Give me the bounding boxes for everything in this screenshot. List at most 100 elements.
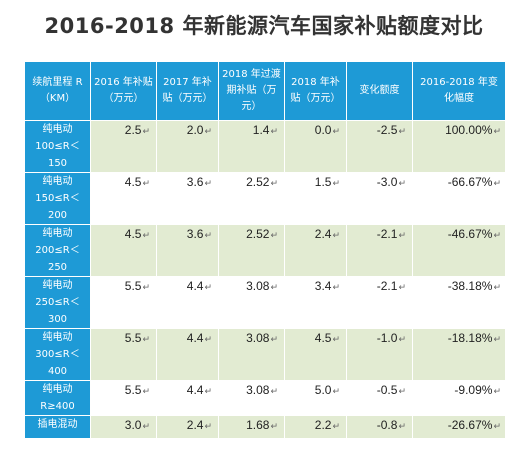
table-row: 纯电动 150≤R＜200 4.5↵ 3.6↵ 2.52↵ 1.5↵ -3.0↵ -66.6… xyxy=(25,172,505,224)
cell-2018-transition: 3.08↵ xyxy=(219,276,285,328)
table-row: 纯电动 R≥400 5.5↵ 4.4↵ 3.08↵ 5.0↵ -0.5↵ -9.09%↵ xyxy=(25,380,505,415)
cell-change-value: -1.0 xyxy=(376,331,398,345)
paragraph-mark-icon: ↵ xyxy=(270,126,278,136)
cell-2018-transition: 3.08↵ xyxy=(219,380,285,415)
header-2018-transition: 2018 年过渡期补贴（万元） xyxy=(219,62,285,120)
paragraph-mark-icon: ↵ xyxy=(204,178,212,188)
cell-change-pct-value: 100.00% xyxy=(445,123,493,137)
cell-change-pct-value: -46.67% xyxy=(447,227,493,241)
header-change: 变化额度 xyxy=(347,62,413,120)
cell-change: -3.0↵ xyxy=(347,172,413,224)
cell-2018-transition: 1.4↵ xyxy=(219,120,285,172)
cell-2017: 4.4↵ xyxy=(157,276,219,328)
cell-2017: 3.6↵ xyxy=(157,224,219,276)
cell-2018: 2.4↵ xyxy=(285,224,347,276)
cell-2018: 3.4↵ xyxy=(285,276,347,328)
cell-change: -0.8↵ xyxy=(347,415,413,438)
cell-change-value: -0.5 xyxy=(376,383,398,397)
cell-2017-value: 4.4 xyxy=(186,383,204,397)
cell-2018-transition-value: 3.08 xyxy=(246,383,270,397)
cell-change-value: -2.5 xyxy=(376,123,398,137)
cell-2016-value: 4.5 xyxy=(124,175,142,189)
paragraph-mark-icon: ↵ xyxy=(204,126,212,136)
cell-2016-value: 4.5 xyxy=(124,227,142,241)
paragraph-mark-icon: ↵ xyxy=(204,421,212,431)
header-2018: 2018 年补贴（万元） xyxy=(285,62,347,120)
paragraph-mark-icon: ↵ xyxy=(332,386,340,396)
cell-2018-transition: 1.68↵ xyxy=(219,415,285,438)
row-label: 纯电动 200≤R＜250 xyxy=(25,224,91,276)
cell-2018-transition: 2.52↵ xyxy=(219,172,285,224)
table-row: 纯电动 100≤R＜150 2.5↵ 2.0↵ 1.4↵ 0.0↵ -2.5↵ 100.00… xyxy=(25,120,505,172)
paragraph-mark-icon: ↵ xyxy=(270,386,278,396)
paragraph-mark-icon: ↵ xyxy=(204,230,212,240)
cell-2017-value: 2.0 xyxy=(186,123,204,137)
cell-change-pct: -38.18%↵ xyxy=(413,276,505,328)
cell-change: -2.1↵ xyxy=(347,276,413,328)
cell-2018-transition-value: 2.52 xyxy=(246,227,270,241)
paragraph-mark-icon: ↵ xyxy=(204,386,212,396)
cell-2016-value: 2.5 xyxy=(124,123,142,137)
cell-2018: 0.0↵ xyxy=(285,120,347,172)
header-range: 续航里程 R（KM） xyxy=(25,62,91,120)
cell-change-value: -2.1 xyxy=(376,279,398,293)
table-header-row: 续航里程 R（KM） 2016 年补贴（万元） 2017 年补贴（万元） 201… xyxy=(25,62,505,120)
cell-change-pct-value: -18.18% xyxy=(447,331,493,345)
cell-2018-transition-value: 1.4 xyxy=(252,123,270,137)
paragraph-mark-icon: ↵ xyxy=(332,334,340,344)
cell-2018-value: 1.5 xyxy=(314,175,332,189)
row-label: 纯电动 R≥400 xyxy=(25,380,91,415)
paragraph-mark-icon: ↵ xyxy=(270,230,278,240)
row-label: 纯电动 300≤R＜400 xyxy=(25,328,91,380)
paragraph-mark-icon: ↵ xyxy=(398,421,406,431)
paragraph-mark-icon: ↵ xyxy=(493,126,501,136)
cell-change: -2.1↵ xyxy=(347,224,413,276)
cell-2018-transition-value: 3.08 xyxy=(246,331,270,345)
cell-2018: 2.2↵ xyxy=(285,415,347,438)
cell-2016: 5.5↵ xyxy=(91,380,157,415)
paragraph-mark-icon: ↵ xyxy=(493,230,501,240)
paragraph-mark-icon: ↵ xyxy=(332,230,340,240)
cell-change-pct: -26.67%↵ xyxy=(413,415,505,438)
cell-2018: 1.5↵ xyxy=(285,172,347,224)
paragraph-mark-icon: ↵ xyxy=(270,178,278,188)
cell-change-pct: -18.18%↵ xyxy=(413,328,505,380)
cell-2018-transition-value: 1.68 xyxy=(246,418,270,432)
header-2016: 2016 年补贴（万元） xyxy=(91,62,157,120)
cell-2018-transition-value: 3.08 xyxy=(246,279,270,293)
paragraph-mark-icon: ↵ xyxy=(270,421,278,431)
paragraph-mark-icon: ↵ xyxy=(332,178,340,188)
cell-change-pct: 100.00%↵ xyxy=(413,120,505,172)
cell-2018: 4.5↵ xyxy=(285,328,347,380)
cell-2017-value: 2.4 xyxy=(186,418,204,432)
paragraph-mark-icon: ↵ xyxy=(142,421,150,431)
cell-change-pct: -46.67%↵ xyxy=(413,224,505,276)
paragraph-mark-icon: ↵ xyxy=(332,126,340,136)
paragraph-mark-icon: ↵ xyxy=(270,334,278,344)
cell-2018-value: 0.0 xyxy=(314,123,332,137)
cell-2017-value: 4.4 xyxy=(186,331,204,345)
cell-2016: 2.5↵ xyxy=(91,120,157,172)
cell-2018-value: 5.0 xyxy=(314,383,332,397)
paragraph-mark-icon: ↵ xyxy=(398,386,406,396)
paragraph-mark-icon: ↵ xyxy=(332,421,340,431)
cell-2016: 5.5↵ xyxy=(91,276,157,328)
cell-change: -2.5↵ xyxy=(347,120,413,172)
cell-2018-transition: 3.08↵ xyxy=(219,328,285,380)
header-change-pct: 2016-2018 年变化幅度 xyxy=(413,62,505,120)
paragraph-mark-icon: ↵ xyxy=(142,334,150,344)
paragraph-mark-icon: ↵ xyxy=(204,334,212,344)
cell-change-pct-value: -66.67% xyxy=(447,175,493,189)
cell-2017-value: 4.4 xyxy=(186,279,204,293)
cell-2018-value: 2.2 xyxy=(314,418,332,432)
table-row: 插电混动 3.0↵ 2.4↵ 1.68↵ 2.2↵ -0.8↵ -26.67%↵ xyxy=(25,415,505,438)
cell-2018-transition: 2.52↵ xyxy=(219,224,285,276)
paragraph-mark-icon: ↵ xyxy=(398,126,406,136)
cell-change-pct: -9.09%↵ xyxy=(413,380,505,415)
paragraph-mark-icon: ↵ xyxy=(332,282,340,292)
row-label: 插电混动 xyxy=(25,415,91,438)
cell-2016: 4.5↵ xyxy=(91,172,157,224)
cell-change: -1.0↵ xyxy=(347,328,413,380)
cell-2016: 5.5↵ xyxy=(91,328,157,380)
subsidy-table: 续航里程 R（KM） 2016 年补贴（万元） 2017 年补贴（万元） 201… xyxy=(25,62,505,438)
